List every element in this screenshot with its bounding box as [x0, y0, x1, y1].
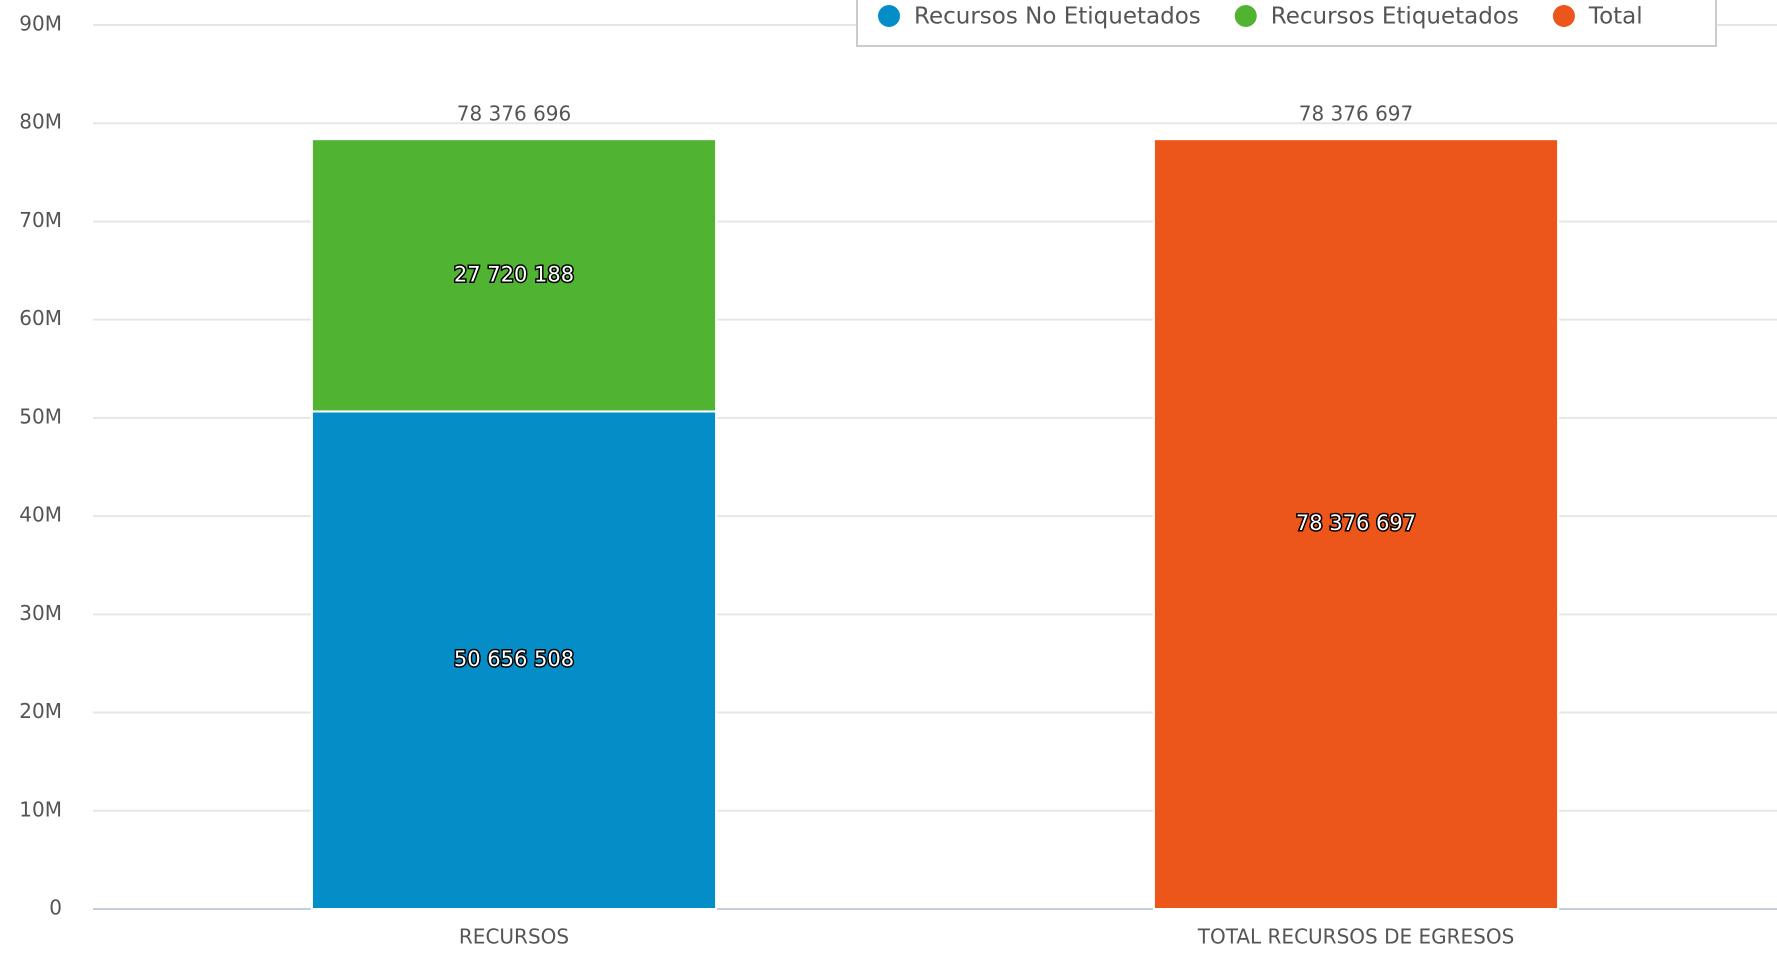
y-tick-label: 30M — [19, 601, 62, 625]
y-tick-label: 70M — [19, 208, 62, 232]
bar-segment — [1152, 138, 1560, 910]
legend-label: Recursos Etiquetados — [1271, 4, 1519, 30]
legend-marker — [1552, 5, 1575, 27]
bar-segment — [310, 138, 718, 413]
y-tick-label: 60M — [19, 306, 62, 330]
legend-marker — [878, 5, 900, 27]
data-label: 50 656 508 — [454, 647, 574, 671]
legend-box — [856, 0, 1717, 47]
y-tick-label: 90M — [19, 12, 62, 36]
x-tick-label: RECURSOS — [459, 925, 569, 949]
stack-total: 78 376 697 — [1299, 102, 1414, 126]
legend: Recursos No Etiquetados Recursos Etiqueta… — [856, 0, 1717, 47]
stack-total: 78 376 696 — [457, 102, 572, 126]
legend-label: Total — [1588, 4, 1643, 30]
data-label: 78 376 697 — [1296, 511, 1416, 535]
y-tick-label: 80M — [19, 110, 62, 134]
data-label: 27 720 188 — [454, 262, 574, 286]
legend-marker — [1234, 5, 1257, 27]
y-tick-label: 20M — [19, 699, 62, 723]
x-tick-label: TOTAL RECURSOS DE EGRESOS — [1197, 925, 1515, 949]
y-tick-label: 50M — [19, 404, 62, 428]
y-tick-label: 0 — [49, 896, 62, 920]
y-tick-label: 40M — [19, 503, 62, 527]
legend-label: Recursos No Etiquetados — [914, 4, 1201, 30]
y-tick-label: 10M — [19, 797, 62, 821]
